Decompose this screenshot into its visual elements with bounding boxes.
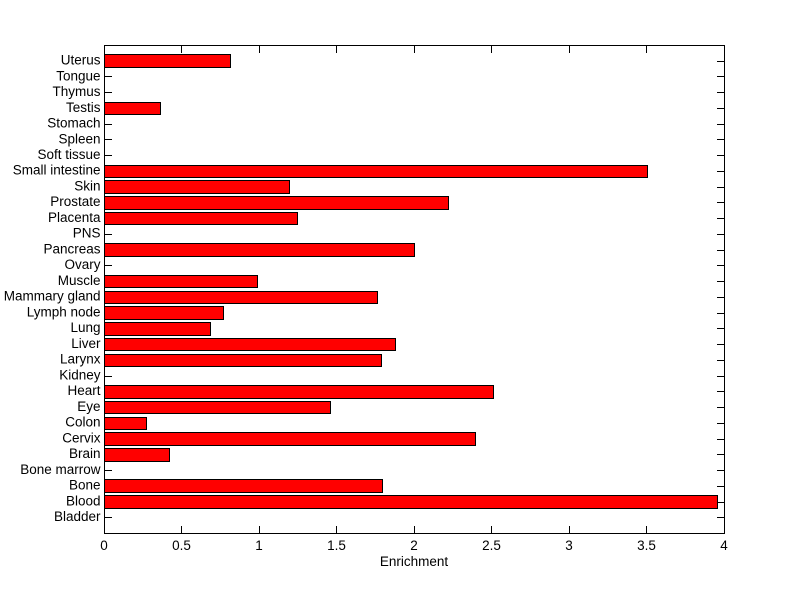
svg-text:Colon: Colon xyxy=(65,415,100,430)
svg-text:Liver: Liver xyxy=(71,336,101,351)
svg-text:0: 0 xyxy=(100,538,108,553)
svg-text:Heart: Heart xyxy=(67,383,100,398)
svg-text:1.5: 1.5 xyxy=(327,538,346,553)
svg-text:1: 1 xyxy=(255,538,263,553)
svg-text:Stomach: Stomach xyxy=(47,116,100,131)
svg-text:Bladder: Bladder xyxy=(54,509,101,524)
svg-text:Brain: Brain xyxy=(69,446,101,461)
svg-text:Kidney: Kidney xyxy=(59,367,101,382)
svg-text:Bone: Bone xyxy=(69,478,101,493)
svg-text:2: 2 xyxy=(410,538,418,553)
svg-text:Testis: Testis xyxy=(66,100,101,115)
svg-text:Uterus: Uterus xyxy=(61,53,101,68)
svg-text:3: 3 xyxy=(565,538,573,553)
svg-text:Larynx: Larynx xyxy=(60,352,101,367)
svg-text:Bone marrow: Bone marrow xyxy=(20,462,101,477)
svg-text:Mammary gland: Mammary gland xyxy=(4,289,101,304)
svg-text:Skin: Skin xyxy=(74,179,100,194)
svg-text:0.5: 0.5 xyxy=(172,538,191,553)
svg-text:Cervix: Cervix xyxy=(62,430,101,445)
svg-text:PNS: PNS xyxy=(73,226,101,241)
svg-text:Lung: Lung xyxy=(70,320,100,335)
svg-text:Small intestine: Small intestine xyxy=(13,163,101,178)
svg-text:3.5: 3.5 xyxy=(637,538,656,553)
svg-text:Placenta: Placenta xyxy=(48,210,101,225)
svg-text:Ovary: Ovary xyxy=(64,257,100,272)
svg-text:4: 4 xyxy=(720,538,728,553)
svg-text:Eye: Eye xyxy=(77,399,100,414)
svg-text:Spleen: Spleen xyxy=(58,131,100,146)
svg-text:Thymus: Thymus xyxy=(52,84,100,99)
svg-text:Lymph node: Lymph node xyxy=(27,304,101,319)
svg-text:Tongue: Tongue xyxy=(56,68,100,83)
svg-text:Blood: Blood xyxy=(66,493,101,508)
svg-text:Enrichment: Enrichment xyxy=(380,554,449,569)
svg-text:Muscle: Muscle xyxy=(58,273,101,288)
svg-text:Prostate: Prostate xyxy=(50,194,100,209)
svg-text:Pancreas: Pancreas xyxy=(43,241,100,256)
svg-text:Soft tissue: Soft tissue xyxy=(37,147,100,162)
svg-text:2.5: 2.5 xyxy=(482,538,501,553)
